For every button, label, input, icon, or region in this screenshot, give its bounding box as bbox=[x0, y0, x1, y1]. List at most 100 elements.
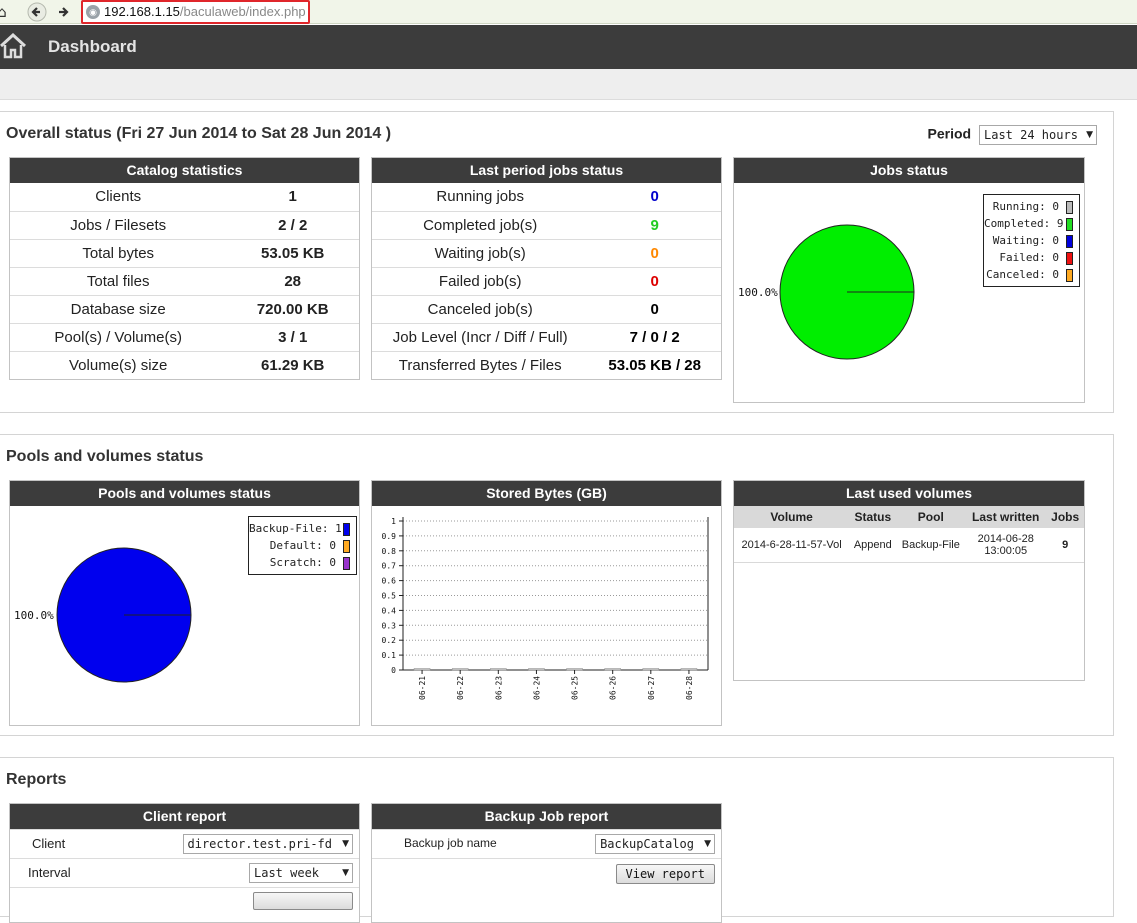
backup-view-row: View report bbox=[372, 858, 721, 887]
jobs-status-label: Running jobs bbox=[436, 188, 524, 206]
legend-text: Canceled: 0 bbox=[986, 268, 1059, 281]
stored-bytes-panel: Stored Bytes (GB) 0 0.1 0.2 0.3 0.4 0.5 0.6 0.7… bbox=[371, 480, 722, 726]
catalog-statistics-table: Clients 1 Jobs / Filesets 2 / 2 Total bytes 5… bbox=[10, 183, 359, 379]
last-period-jobs-title: Last period jobs status bbox=[372, 158, 721, 183]
y-tick-label: 0.6 bbox=[382, 577, 397, 586]
x-tick-label: 06-27 bbox=[647, 676, 656, 700]
cell-jobs: 9 bbox=[1046, 528, 1084, 563]
cell-volume: 2014-6-28-11-57-Vol bbox=[734, 528, 850, 563]
bar bbox=[490, 668, 507, 671]
catalog-row-label: Database size bbox=[10, 294, 227, 323]
written-time: 13:00:05 bbox=[984, 545, 1028, 557]
catalog-statistics-panel: Catalog statistics Clients 1 Jobs / Filese… bbox=[9, 157, 360, 380]
legend-swatch bbox=[1066, 218, 1073, 231]
jobs-status-value: 0 bbox=[588, 266, 721, 295]
cell-status: Append bbox=[849, 528, 897, 563]
stored-bytes-chart: 0 0.1 0.2 0.3 0.4 0.5 0.6 0.7 0.8 0.9 1 06-21 06-22 0… bbox=[382, 517, 709, 700]
overall-status-heading: Overall status (Fri 27 Jun 2014 to Sat 2… bbox=[6, 125, 392, 142]
legend-entry: Default: 0 bbox=[249, 537, 356, 554]
catalog-row: Jobs / Filesets 2 / 2 bbox=[10, 210, 359, 239]
legend-swatch bbox=[1066, 235, 1073, 248]
jobs-status-label: Canceled job(s) bbox=[372, 294, 589, 323]
y-tick-label: 0.4 bbox=[382, 606, 397, 615]
interval-row: Interval Last week ▼ bbox=[10, 858, 359, 887]
jobs-status-legend: Running: 0 Completed: 9 Waiting: 0 Failed: … bbox=[983, 194, 1080, 287]
jobs-status-label: Waiting job(s) bbox=[372, 238, 589, 267]
jobs-status-panel: Jobs status 100.0% Running: 0 Completed: … bbox=[733, 157, 1085, 403]
home-icon[interactable] bbox=[0, 32, 27, 64]
legend-entry: Backup-File: 1 bbox=[249, 520, 356, 537]
period-label: Period bbox=[927, 125, 972, 142]
globe-icon: ◉ bbox=[86, 5, 100, 19]
period-select[interactable]: Last 24 hours ▼ bbox=[979, 125, 1097, 145]
jobs-status-row: Canceled job(s) 0 bbox=[372, 294, 721, 323]
backup-job-row: Backup job name BackupCatalog ▼ bbox=[372, 829, 721, 858]
catalog-statistics-title: Catalog statistics bbox=[10, 158, 359, 183]
url-bar[interactable]: ◉ 192.168.1.15/baculaweb/index.php bbox=[81, 0, 310, 24]
x-tick-label: 06-25 bbox=[571, 676, 580, 700]
backup-job-label: Backup job name bbox=[404, 836, 497, 850]
client-view-report-button[interactable] bbox=[253, 892, 353, 910]
pools-volumes-title: Pools and volumes status bbox=[10, 481, 359, 506]
jobs-status-label: Completed job(s) bbox=[372, 210, 589, 239]
period-selector: Period Last 24 hours ▼ bbox=[928, 125, 1097, 145]
catalog-row-value: 28 bbox=[226, 266, 359, 295]
interval-select-value: Last week bbox=[254, 866, 320, 880]
interval-select[interactable]: Last week ▼ bbox=[249, 863, 353, 883]
url-path: /baculaweb/index.php bbox=[179, 4, 306, 19]
catalog-row-value: 2 / 2 bbox=[226, 210, 359, 239]
jobs-status-row: Failed job(s) 0 bbox=[372, 266, 721, 295]
catalog-row: Total files 28 bbox=[10, 266, 359, 295]
legend-text: Waiting: 0 bbox=[992, 234, 1059, 247]
x-tick-label: 06-22 bbox=[456, 676, 465, 700]
last-used-volumes-panel: Last used volumes Volume Status Pool Last w… bbox=[733, 480, 1085, 681]
pools-volumes-section: Pools and volumes status Pools and volum… bbox=[0, 434, 1114, 736]
backup-job-select-value: BackupCatalog bbox=[600, 837, 694, 851]
y-tick-label: 0.1 bbox=[382, 651, 397, 660]
jobs-pie-percent-label: 100.0% bbox=[738, 286, 778, 299]
x-tick-label: 06-28 bbox=[685, 676, 694, 700]
jobs-status-value: 0 bbox=[650, 188, 659, 206]
x-tick-label: 06-23 bbox=[494, 676, 503, 700]
app-header: Dashboard bbox=[0, 25, 1137, 69]
chevron-down-icon: ▼ bbox=[1086, 130, 1093, 140]
forward-icon[interactable] bbox=[54, 2, 74, 22]
backup-job-select[interactable]: BackupCatalog ▼ bbox=[595, 834, 715, 854]
client-report-title: Client report bbox=[10, 804, 359, 829]
bar bbox=[566, 668, 583, 671]
legend-text: Default: 0 bbox=[269, 539, 336, 552]
written-date: 2014-06-28 bbox=[977, 533, 1034, 545]
last-used-volumes-title: Last used volumes bbox=[734, 481, 1084, 506]
catalog-row-value: 720.00 KB bbox=[226, 294, 359, 323]
column-header: Pool bbox=[896, 506, 966, 528]
catalog-row: Pool(s) / Volume(s) 3 / 1 bbox=[10, 322, 359, 351]
catalog-row-label: Volume(s) size bbox=[10, 350, 227, 379]
url-host: 192.168.1.15 bbox=[104, 4, 180, 19]
stored-bytes-title: Stored Bytes (GB) bbox=[372, 481, 721, 506]
back-icon[interactable] bbox=[27, 2, 47, 22]
browser-toolbar: ⌂ ◉ 192.168.1.15/baculaweb/index.php bbox=[0, 0, 1137, 24]
legend-text: Failed: 0 bbox=[999, 251, 1059, 264]
client-select[interactable]: director.test.pri-fd ▼ bbox=[182, 834, 353, 854]
home-nav-icon[interactable]: ⌂ bbox=[0, 3, 7, 21]
jobs-status-value: 0 bbox=[588, 238, 721, 267]
catalog-row-value: 3 / 1 bbox=[226, 322, 359, 351]
last-period-jobs-table: Running jobs 0 Completed job(s) 9 Waiting jo… bbox=[372, 183, 721, 379]
chevron-down-icon: ▼ bbox=[342, 868, 349, 878]
jobs-status-row: Transferred Bytes / Files 53.05 KB / 28 bbox=[372, 350, 721, 379]
legend-entry: Failed: 0 bbox=[984, 249, 1079, 266]
interval-label: Interval bbox=[28, 865, 71, 880]
cell-pool: Backup-File bbox=[896, 528, 966, 563]
view-report-button[interactable]: View report bbox=[615, 864, 715, 884]
pools-volumes-heading: Pools and volumes status bbox=[6, 448, 204, 465]
jobs-status-label: Transferred Bytes / Files bbox=[372, 350, 589, 379]
catalog-row-value: 1 bbox=[288, 188, 297, 206]
bar bbox=[604, 668, 621, 671]
catalog-row: Total bytes 53.05 KB bbox=[10, 238, 359, 267]
legend-entry: Scratch: 0 bbox=[249, 554, 356, 571]
legend-entry: Completed: 9 bbox=[984, 215, 1079, 232]
legend-swatch bbox=[343, 540, 350, 553]
catalog-row: Volume(s) size 61.29 KB bbox=[10, 350, 359, 379]
jobs-status-value: 0 bbox=[588, 294, 721, 323]
jobs-status-value: 7 / 0 / 2 bbox=[588, 322, 721, 351]
